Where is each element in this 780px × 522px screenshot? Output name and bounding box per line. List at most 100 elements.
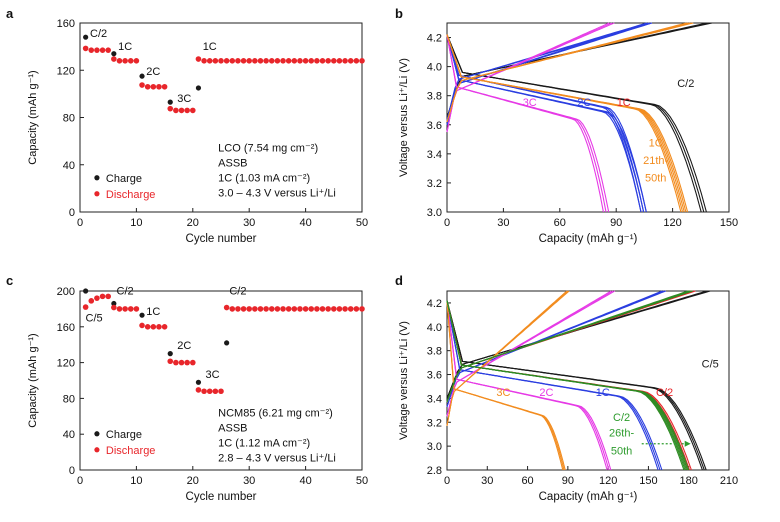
legend-discharge-label: Discharge	[106, 445, 156, 457]
discharge-point	[308, 306, 315, 312]
y-tick-label: 0	[69, 465, 75, 477]
discharge-curve-1c	[446, 34, 642, 213]
x-tick-label: 60	[554, 217, 566, 229]
discharge-curve-c-2	[446, 34, 702, 213]
rate-label: C/2	[229, 286, 246, 298]
x-tick-label: 0	[444, 475, 450, 487]
x-tick-label: 210	[720, 475, 738, 487]
x-tick-label: 120	[663, 217, 681, 229]
charge-curve-3c	[446, 22, 610, 133]
discharge-point	[156, 83, 162, 90]
charge-point	[195, 85, 202, 91]
charge-point	[111, 51, 117, 57]
discharge-curve-2c	[446, 34, 642, 213]
y-tick-label: 3.4	[427, 149, 442, 161]
discharge-point	[167, 105, 174, 112]
y-tick-label: 3.0	[427, 441, 442, 453]
discharge-point	[359, 58, 365, 64]
x-tick-label: 0	[77, 217, 83, 229]
x-axis-label: Capacity (mAh g⁻¹)	[539, 233, 638, 245]
discharge-point	[82, 304, 89, 310]
discharge-point	[240, 306, 247, 312]
x-axis-label: Cycle number	[186, 491, 257, 503]
curve-label: 2C	[539, 387, 553, 399]
discharge-point	[105, 293, 111, 300]
x-tick-label: 10	[130, 475, 142, 487]
discharge-point	[111, 56, 117, 62]
discharge-point	[184, 359, 190, 366]
discharge-point	[94, 295, 100, 301]
panel-letter: d	[395, 273, 403, 288]
y-tick-label: 4.2	[427, 298, 442, 310]
discharge-point	[156, 324, 162, 330]
annotation-line: 1C (1.03 mA cm⁻²)	[218, 173, 310, 185]
discharge-point	[178, 107, 185, 114]
curve-label: 50th	[611, 445, 632, 457]
discharge-point	[353, 58, 360, 64]
discharge-point	[342, 58, 348, 64]
y-tick-label: 3.6	[427, 120, 442, 132]
annotation-line: ASSB	[218, 158, 247, 170]
discharge-curve-3c	[446, 300, 564, 471]
discharge-point	[297, 306, 303, 312]
discharge-point	[144, 324, 151, 330]
rate-label: C/2	[90, 28, 107, 40]
discharge-point	[285, 306, 292, 312]
annotation-title: LCO (7.54 mg cm⁻²)	[218, 143, 318, 155]
discharge-point	[99, 293, 106, 300]
charge-point	[167, 99, 173, 105]
x-axis-label: Capacity (mAh g⁻¹)	[539, 491, 638, 503]
panel-letter: c	[6, 273, 13, 288]
y-tick-label: 3.8	[427, 91, 442, 103]
discharge-point	[139, 322, 145, 329]
x-tick-label: 120	[599, 475, 617, 487]
y-axis-label: Capacity (mAh g⁻¹)	[27, 70, 39, 164]
y-tick-label: 160	[57, 18, 75, 30]
discharge-point	[150, 324, 157, 330]
legend-charge-label: Charge	[106, 429, 142, 441]
annotation-line: ASSB	[218, 422, 247, 434]
discharge-point	[229, 58, 236, 64]
y-axis-label: Capacity (mAh g⁻¹)	[27, 333, 39, 427]
rate-label: 1C	[203, 41, 217, 53]
discharge-point	[206, 58, 213, 64]
charge-point	[83, 288, 89, 294]
panel-c: 0 10 20 30 40 50 0 40 80 120 160 200 Cycle number Cap…	[6, 273, 368, 503]
y-tick-label: 80	[63, 393, 75, 405]
discharge-point	[240, 58, 247, 64]
x-tick-label: 150	[639, 475, 657, 487]
discharge-point	[206, 388, 213, 395]
discharge-curve-c-2	[446, 34, 705, 213]
panel-b: 0 30 60 90 120 150 3.0 3.2 3.4 3.6 3.8 4.0 4.2 Capaci…	[395, 6, 738, 245]
discharge-point	[319, 306, 326, 312]
discharge-point	[88, 47, 95, 53]
x-tick-label: 10	[130, 217, 142, 229]
curve-label: C/2	[677, 78, 694, 90]
discharge-point	[111, 304, 117, 311]
discharge-point	[122, 58, 128, 64]
charge-curve-2c	[446, 22, 647, 125]
curve-label: C/2	[656, 387, 673, 399]
x-axis-label: Cycle number	[186, 233, 257, 245]
discharge-point	[139, 82, 145, 88]
rate-label: 3C	[206, 369, 220, 381]
discharge-point	[285, 58, 292, 64]
discharge-point	[302, 306, 309, 312]
rate-label: C/5	[86, 312, 103, 324]
y-tick-label: 0	[69, 207, 75, 219]
x-tick-label: 30	[243, 475, 255, 487]
annotation-line: 2.8 – 4.3 V versus Li⁺/Li	[218, 452, 336, 464]
x-tick-label: 60	[521, 475, 533, 487]
y-tick-label: 80	[63, 113, 75, 125]
charge-curve-2c	[446, 290, 614, 417]
discharge-point	[257, 306, 264, 312]
curve-label: 3C	[496, 387, 510, 399]
legend-discharge-marker	[94, 191, 100, 197]
discharge-curve-1c-21th-50th	[446, 34, 685, 213]
discharge-point	[274, 306, 281, 312]
discharge-point	[212, 58, 219, 64]
discharge-point	[331, 306, 337, 312]
rate-label: C/2	[117, 286, 134, 298]
discharge-point	[331, 58, 337, 64]
curve-label: 1C	[596, 387, 610, 399]
